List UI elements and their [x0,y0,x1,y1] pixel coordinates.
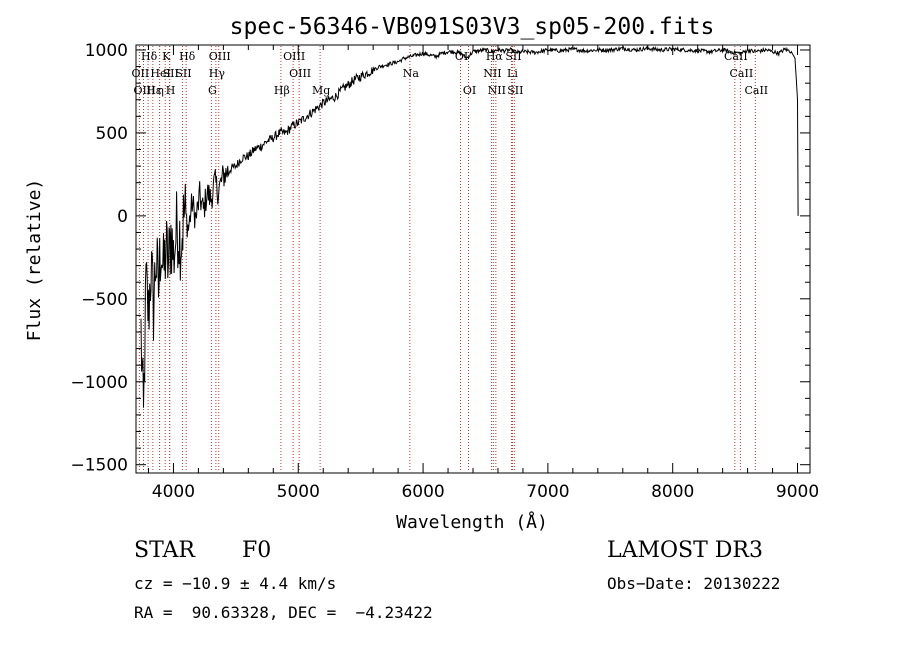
y-axis-label: Flux (relative) [24,179,45,342]
chart-title: spec-56346-VB091S03V3_sp05-200.fits [230,14,715,40]
y-tick-label: 1000 [85,41,128,61]
y-axis: −1500 −1000 −500 0 500 1000 [70,41,810,476]
line-marker-label: Hβ [274,84,290,97]
line-marker-label: OIII [283,50,305,63]
line-marker-label: SII [507,84,523,97]
object-class: STAR [134,538,195,563]
line-marker-label: HeI [150,67,170,80]
line-marker-label: OIII [133,84,155,97]
x-tick-label: 5000 [277,482,320,502]
line-marker-label: Hδ [179,50,196,63]
x-axis-label: Wavelength (Å) [396,511,548,533]
line-marker-label: Hε [146,84,162,97]
line-marker-label: Mg [312,84,330,97]
y-tick-label: 0 [117,207,128,227]
line-marker-label: CaII [744,84,768,97]
line-marker-label: SII [163,67,179,80]
y-tick-label: −500 [81,290,128,310]
y-tick-label: −1000 [70,373,128,393]
x-tick-label: 7000 [526,482,569,502]
line-marker-label: G [208,84,217,97]
line-marker-label: NII [488,84,506,97]
line-marker-label: Hγ [209,67,226,80]
line-marker-label: Hδ [141,50,158,63]
line-marker-label: OI [463,84,476,97]
line-marker-label: SII [175,67,191,80]
line-marker-label: OIII [289,67,311,80]
line-marker-label: η [157,84,164,97]
x-axis: 4000 5000 6000 7000 8000 9000 [147,45,819,502]
line-marker-label: OIII [209,50,231,63]
redshift-value: cz = −10.9 ± 4.4 km/s [134,574,337,593]
flux-series-line [140,44,799,408]
x-tick-label: 8000 [651,482,694,502]
x-tick-label: 4000 [152,482,195,502]
line-marker-label: Hα [486,50,504,63]
x-tick-label: 6000 [401,482,444,502]
object-subclass: F0 [242,538,272,563]
survey-name: LAMOST DR3 [607,538,763,563]
line-marker-label: Na [403,67,420,80]
line-marker-label: Li [507,67,518,80]
y-tick-label: 500 [96,124,128,144]
line-marker-label: OI [455,50,468,63]
x-tick-label: 9000 [776,482,819,502]
line-marker-label: NII [483,67,501,80]
emission-line-markers [138,46,756,472]
obs-date: Obs−Date: 20130222 [607,574,781,593]
line-marker-label: H [166,84,176,97]
line-marker-label: K [162,50,171,63]
coordinates: RA = 90.63328, DEC = −4.23422 [134,603,433,622]
line-marker-label: CaII [730,67,754,80]
y-tick-label: −1500 [70,456,128,476]
line-marker-label: OII [132,67,150,80]
plot-frame [135,44,811,474]
